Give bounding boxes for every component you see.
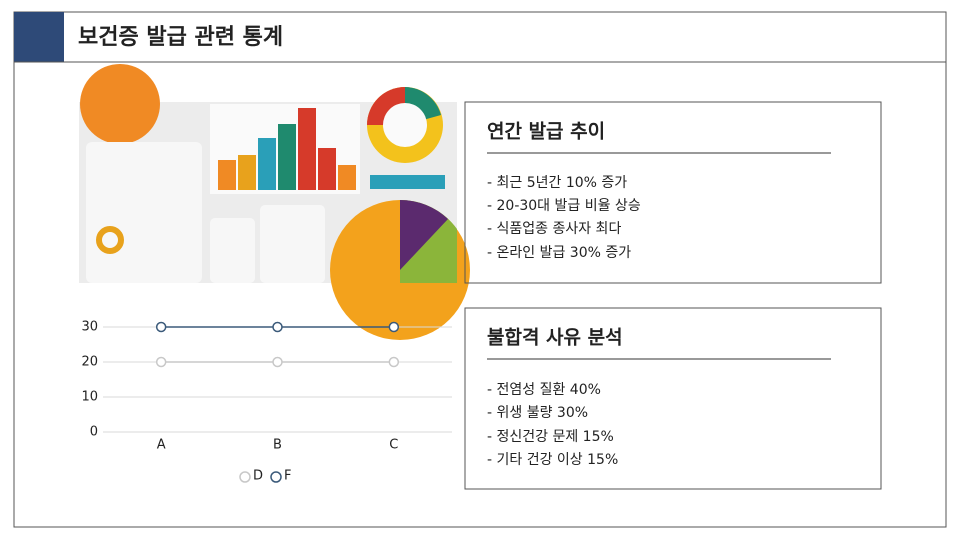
x-tick-label: B — [273, 438, 282, 453]
point — [272, 356, 283, 368]
bullet: - 위생 불량 30% — [487, 405, 588, 421]
panel-heading: 연간 발급 추이 — [487, 121, 605, 143]
panel-box — [464, 101, 882, 284]
point — [155, 356, 167, 368]
title: 보건증 발급 관련 통계 — [78, 25, 283, 50]
legend-swatch — [239, 471, 251, 483]
legend-label: F — [284, 469, 291, 484]
y-tick-label: 30 — [81, 320, 98, 335]
bullet: - 온라인 발급 30% 증가 — [487, 245, 631, 261]
line-chart: 0 10 20 30 A B C D F — [81, 320, 452, 484]
slide-frame — [13, 11, 947, 528]
y-tick-label: 20 — [81, 355, 98, 370]
panel-heading: 불합격 사유 분석 — [487, 327, 623, 349]
bullet: - 최근 5년간 10% 증가 — [487, 175, 627, 191]
legend-label: D — [253, 469, 263, 484]
x-tick-label: C — [389, 438, 398, 453]
bullet: - 기타 건강 이상 15% — [487, 452, 618, 468]
point — [155, 321, 167, 333]
y-tick-label: 0 — [90, 425, 98, 440]
bullet: - 식품업종 종사자 최다 — [487, 221, 621, 237]
bullet: - 정신건강 문제 15% — [487, 429, 614, 445]
y-tick-label: 10 — [81, 390, 98, 405]
point — [388, 356, 400, 368]
x-tick-label: A — [157, 438, 166, 453]
panel-box — [464, 307, 882, 490]
infographic-image — [79, 64, 470, 340]
point — [388, 321, 400, 333]
bullet: - 20-30대 발급 비율 상승 — [487, 198, 641, 214]
legend-swatch — [270, 471, 282, 483]
point — [272, 321, 283, 333]
bullet: - 전염성 질환 40% — [487, 382, 601, 398]
title-accent — [14, 12, 64, 62]
